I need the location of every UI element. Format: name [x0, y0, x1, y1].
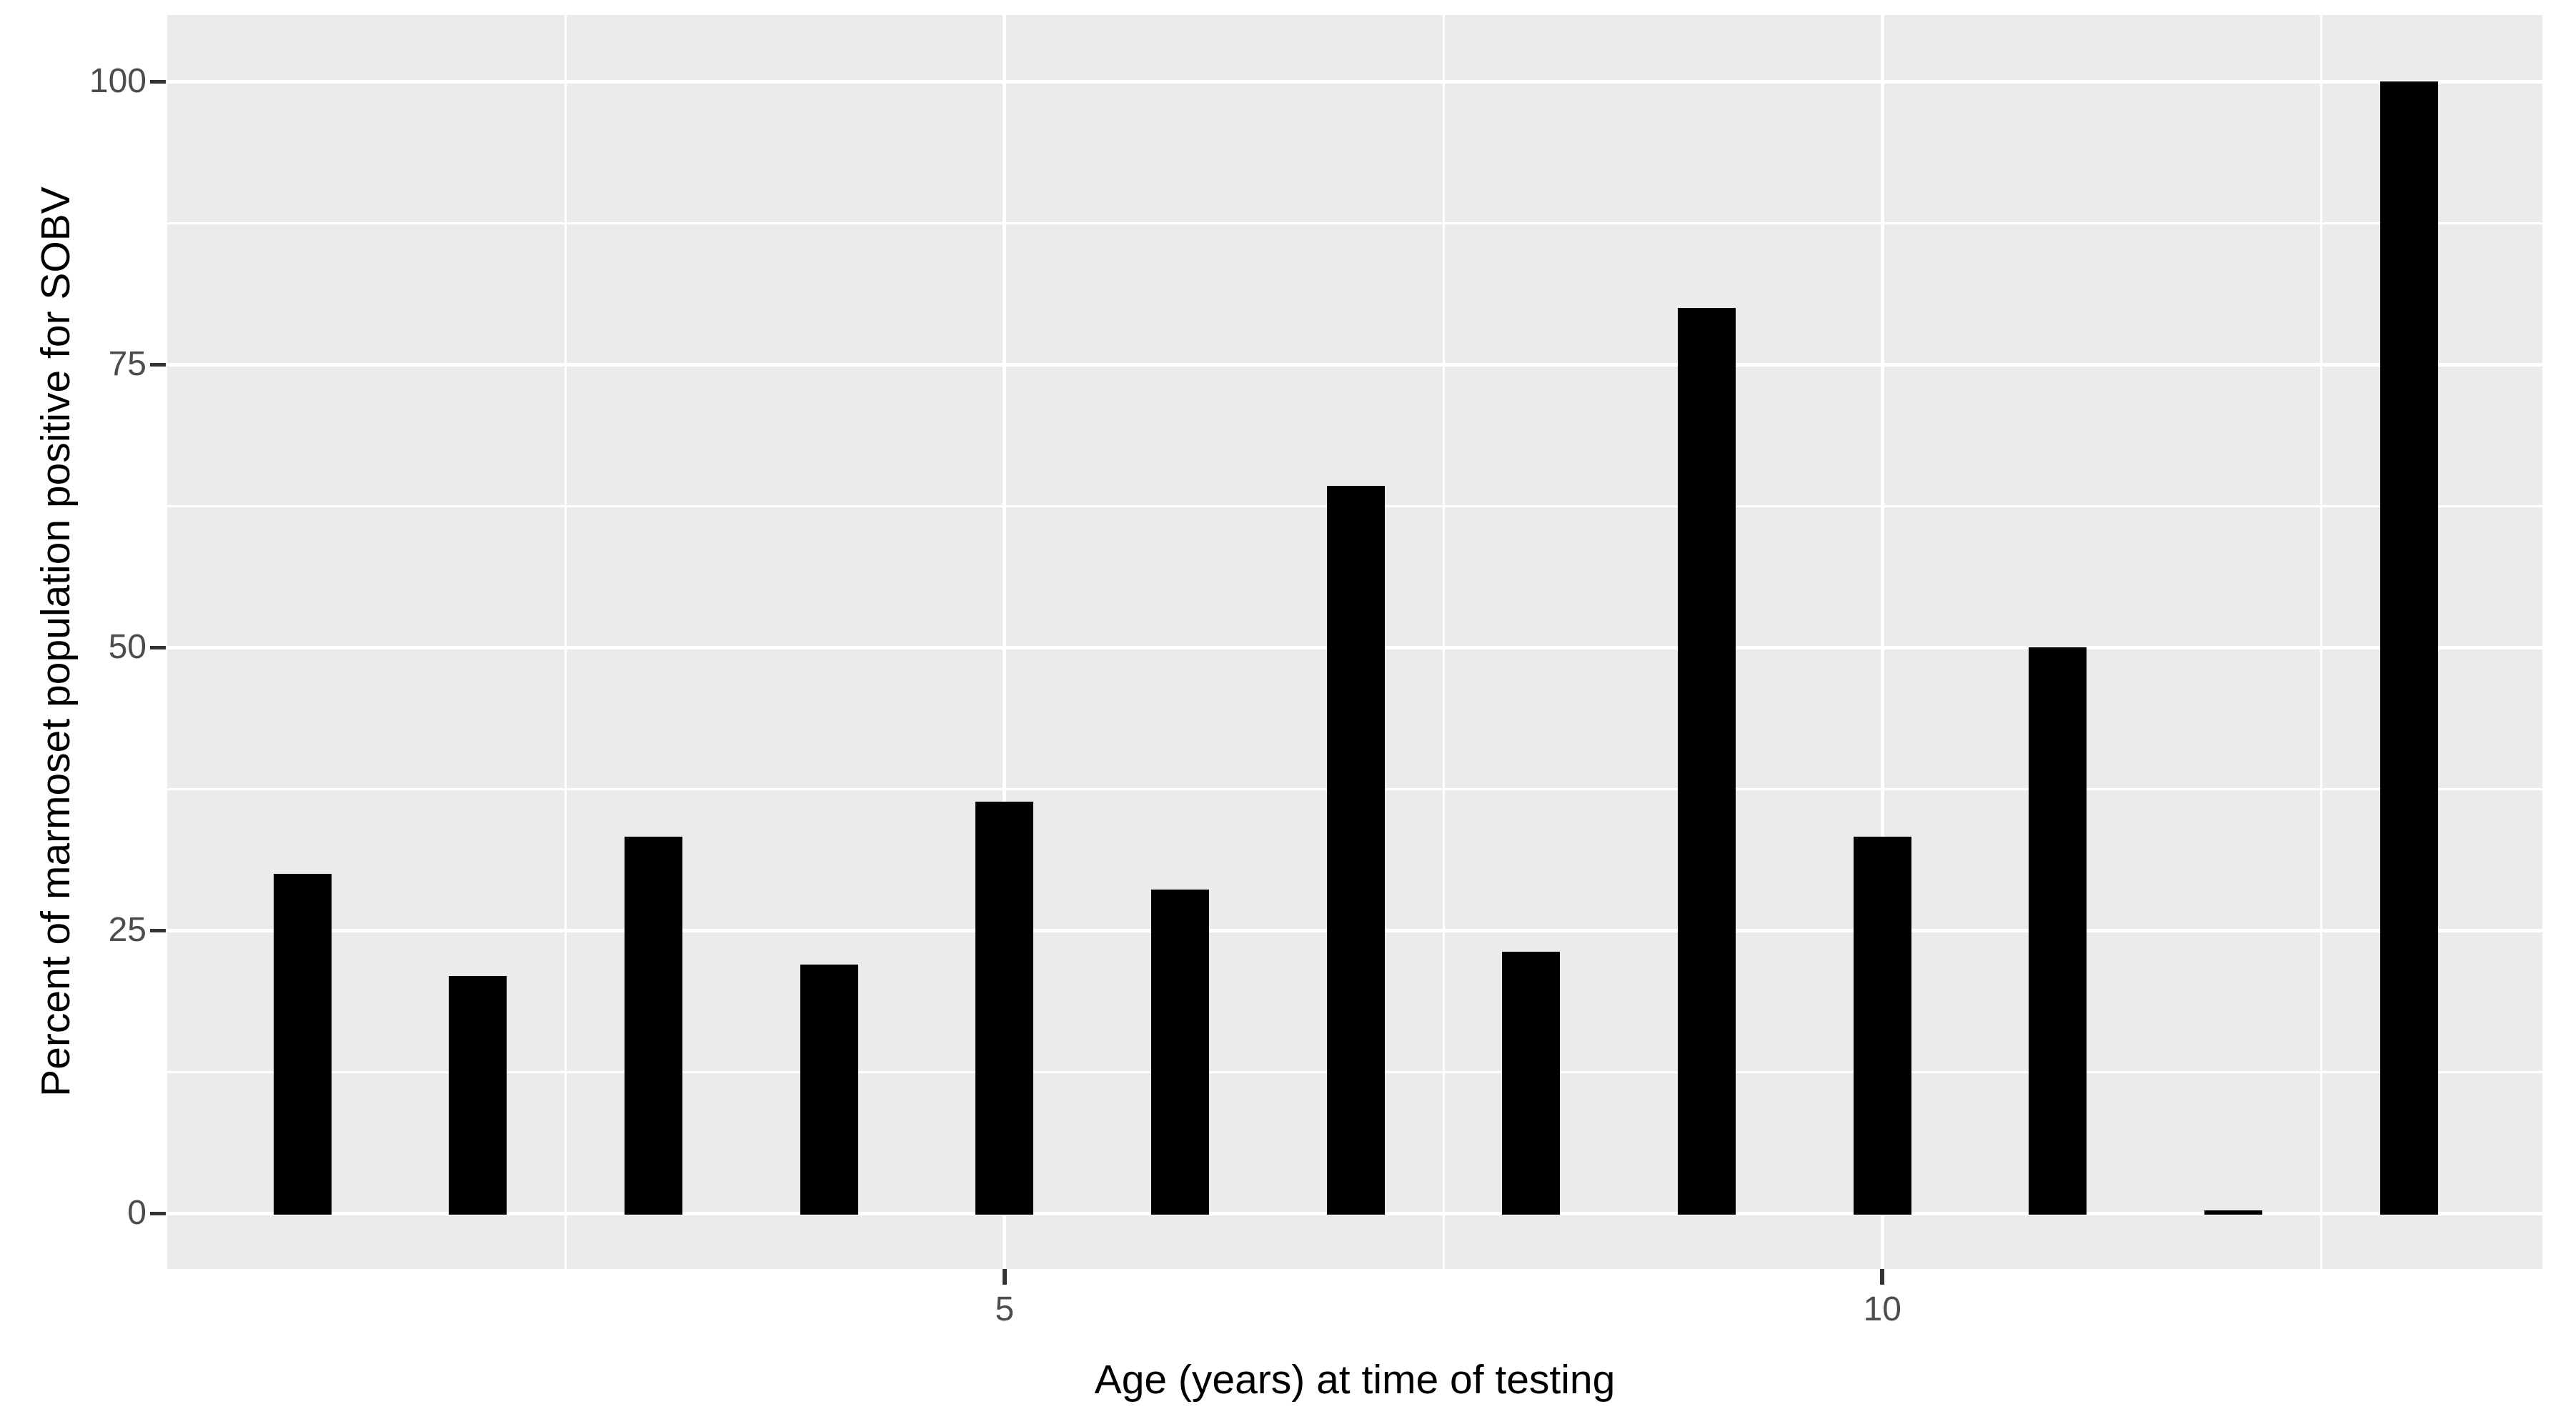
x-major-gridline	[1003, 15, 1007, 1269]
bar-age-11	[2029, 647, 2087, 1215]
y-tick-label: 100	[89, 62, 146, 101]
y-minor-gridline	[167, 221, 2542, 224]
x-tick-label: 5	[995, 1290, 1015, 1328]
y-axis-title: Percent of marmoset population positive …	[33, 186, 79, 1097]
bar-age-4	[800, 964, 858, 1215]
y-major-gridline	[167, 79, 2542, 84]
x-axis-title: Age (years) at time of testing	[1094, 1357, 1616, 1403]
y-major-gridline	[167, 362, 2542, 367]
bar-age-8	[1502, 952, 1561, 1215]
y-tick-mark	[150, 1211, 166, 1215]
bar-age-9	[1678, 308, 1736, 1215]
bar-age-2	[449, 975, 507, 1215]
bar-age-3	[624, 836, 683, 1215]
bar-age-5	[975, 801, 1034, 1215]
y-tick-label: 75	[108, 345, 146, 384]
plot-panel	[167, 15, 2542, 1269]
bar-age-10	[1853, 836, 1911, 1215]
y-tick-label: 50	[108, 628, 146, 667]
x-tick-mark	[1002, 1269, 1007, 1285]
y-tick-mark	[150, 79, 166, 84]
x-minor-gridline	[1442, 15, 1445, 1269]
x-minor-gridline	[2319, 15, 2322, 1269]
x-minor-gridline	[565, 15, 567, 1269]
y-tick-mark	[150, 928, 166, 932]
y-tick-label: 0	[127, 1194, 146, 1233]
bar-age-7	[1326, 485, 1385, 1215]
y-tick-label: 25	[108, 911, 146, 950]
y-tick-mark	[150, 362, 166, 367]
x-tick-mark	[1880, 1269, 1885, 1285]
x-major-gridline	[1880, 15, 1884, 1269]
bar-age-12	[2204, 1210, 2263, 1215]
bar-age-6	[1151, 890, 1210, 1215]
bar-age-13	[2379, 81, 2438, 1215]
y-tick-mark	[150, 645, 166, 649]
bar-age-1	[273, 874, 332, 1215]
x-tick-label: 10	[1863, 1290, 1901, 1328]
